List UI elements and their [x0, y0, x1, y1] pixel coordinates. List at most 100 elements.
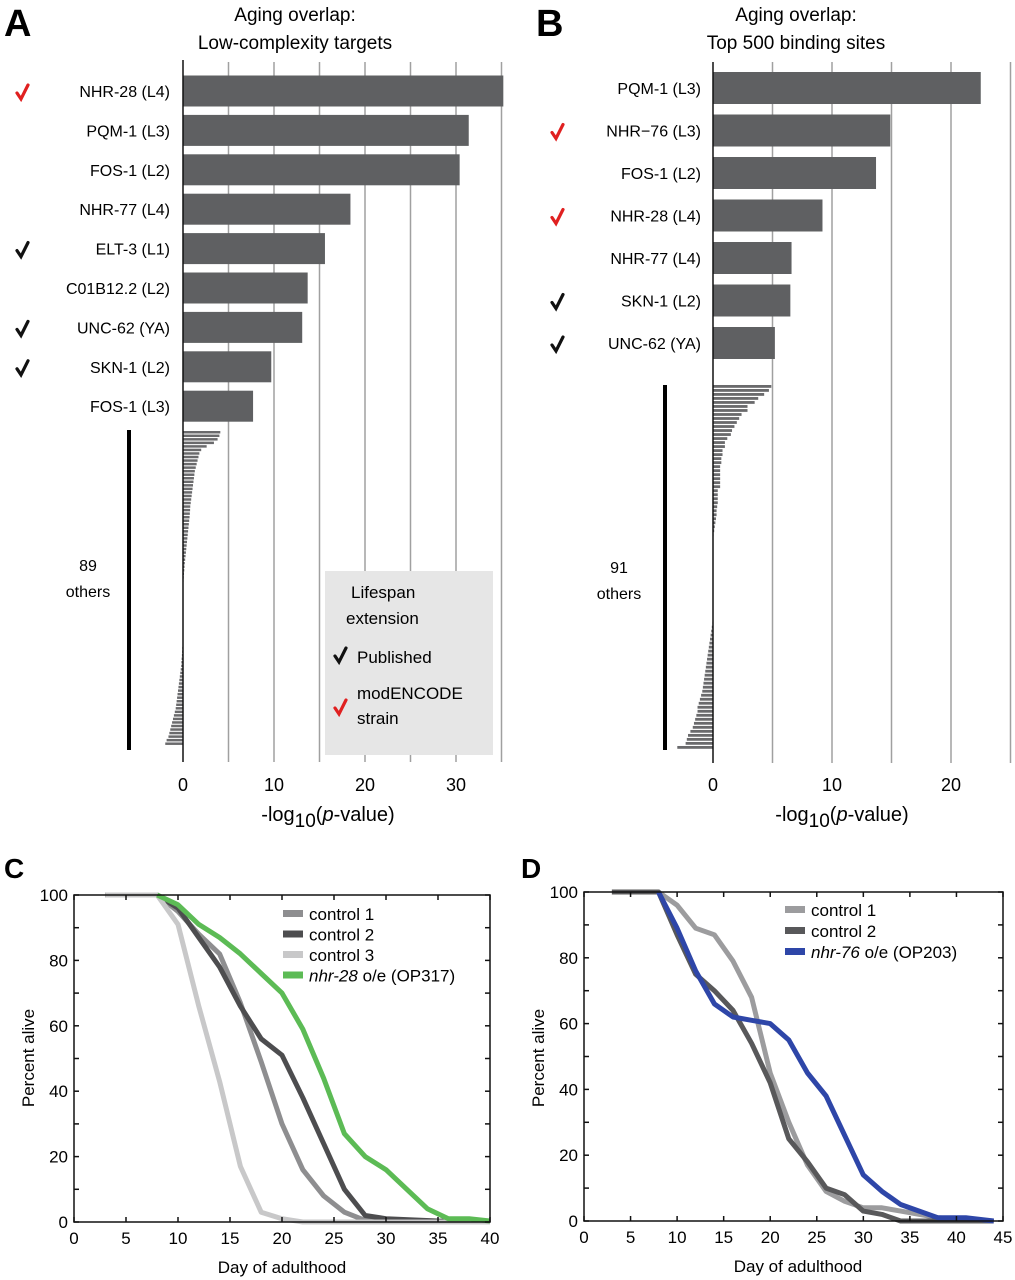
- others-bar: [183, 519, 190, 522]
- panel-letter-d: D: [521, 853, 541, 884]
- others-bar: [699, 697, 713, 701]
- series-line: [156, 892, 491, 1224]
- others-bar: [183, 551, 186, 554]
- legend-published-label: Published: [357, 648, 432, 667]
- chart-c-series-lines: [105, 892, 491, 1225]
- others-bar: [690, 729, 713, 733]
- others-bar: [183, 561, 185, 565]
- x-tick-label: 10: [668, 1228, 687, 1247]
- chart-b-title-line2: Top 500 binding sites: [707, 33, 886, 54]
- y-tick-label: 40: [49, 1082, 68, 1101]
- bar: [183, 75, 504, 107]
- x-tick-label: 20: [761, 1228, 780, 1247]
- others-bar: [710, 637, 713, 641]
- bar: [183, 193, 351, 225]
- others-bar: [713, 433, 731, 436]
- others-bar: [183, 544, 187, 547]
- chart-b-title-line1: Aging overlap:: [735, 5, 856, 26]
- others-bar: [179, 675, 183, 678]
- others-bar: [177, 696, 183, 699]
- chart-b-others-word: others: [597, 586, 641, 603]
- others-bar: [713, 413, 742, 416]
- bar: [183, 390, 254, 422]
- category-label: ELT-3 (L1): [96, 242, 170, 259]
- x-tick-label: 10: [169, 1229, 188, 1248]
- others-bar: [713, 409, 748, 412]
- others-bar: [711, 629, 713, 633]
- others-bar: [181, 664, 183, 668]
- legend-label: nhr-76 o/e (OP203): [811, 943, 957, 962]
- others-bar: [713, 493, 718, 497]
- others-bar: [713, 417, 740, 420]
- others-bar: [174, 710, 183, 714]
- others-bar: [697, 705, 713, 709]
- others-bar: [183, 438, 218, 441]
- others-bar: [713, 525, 715, 529]
- bar: [713, 199, 823, 232]
- chart-a-xlabel: -log10(p-value): [261, 804, 394, 832]
- x-tick-label: 40: [947, 1228, 966, 1247]
- others-bar: [713, 401, 755, 404]
- legend-swatch: [283, 951, 303, 958]
- others-bar: [708, 649, 713, 653]
- bar: [713, 284, 791, 317]
- modencode-check-icon: [550, 122, 565, 142]
- panel-letter-a: A: [4, 3, 31, 45]
- bar: [183, 114, 469, 146]
- others-bar: [183, 466, 196, 469]
- others-bar: [713, 457, 722, 461]
- others-bar: [168, 735, 183, 738]
- chart-b-top500: Aging overlap: Top 500 binding sites PQM…: [550, 5, 1012, 832]
- others-bar: [179, 678, 183, 682]
- others-bar: [172, 721, 183, 724]
- others-bar: [688, 733, 713, 737]
- others-bar: [713, 441, 725, 444]
- others-bar: [183, 540, 188, 544]
- others-bar: [713, 481, 721, 485]
- others-bar: [178, 682, 183, 685]
- x-tick-label: 5: [626, 1228, 635, 1247]
- x-tick-label: 0: [579, 1228, 588, 1247]
- others-bar: [713, 505, 718, 509]
- others-bar: [706, 661, 713, 665]
- others-bar: [710, 633, 713, 637]
- bar: [713, 72, 981, 104]
- others-bar: [713, 425, 735, 428]
- others-bar: [177, 692, 183, 696]
- y-tick-label: 100: [40, 886, 68, 905]
- others-bar: [707, 657, 713, 661]
- series-line: [105, 892, 491, 1225]
- others-bar: [713, 473, 721, 477]
- modencode-check-icon: [550, 207, 565, 227]
- others-bar: [183, 484, 194, 487]
- others-bar: [165, 742, 183, 745]
- chart-a-others-word: others: [66, 584, 110, 601]
- x-tick-label: 10: [264, 775, 284, 795]
- others-bar: [183, 459, 198, 462]
- bar: [713, 157, 877, 189]
- others-bar: [183, 554, 186, 558]
- chart-c-ylabel: Percent alive: [19, 1009, 38, 1107]
- legend-label: control 1: [811, 901, 876, 920]
- chart-b-xlabel: -log10(p-value): [775, 804, 908, 832]
- category-label: FOS-1 (L2): [621, 166, 701, 183]
- y-tick-label: 80: [49, 951, 68, 970]
- others-bar: [686, 737, 713, 741]
- others-bar: [713, 469, 721, 473]
- category-label: UNC-62 (YA): [77, 320, 170, 337]
- published-check-icon: [15, 241, 30, 260]
- chart-b-others-bars: [677, 385, 772, 749]
- others-bar: [183, 533, 188, 537]
- y-tick-label: 20: [49, 1148, 68, 1167]
- others-bar: [692, 725, 713, 729]
- others-bar: [704, 677, 713, 681]
- y-tick-label: 60: [559, 1015, 578, 1034]
- chart-a-title-line2: Low-complexity targets: [198, 33, 392, 54]
- others-bar: [713, 405, 748, 408]
- others-bar: [183, 565, 185, 568]
- published-check-icon: [550, 292, 565, 312]
- others-bar: [183, 469, 195, 473]
- series-line: [105, 892, 490, 1225]
- others-bar: [183, 473, 195, 476]
